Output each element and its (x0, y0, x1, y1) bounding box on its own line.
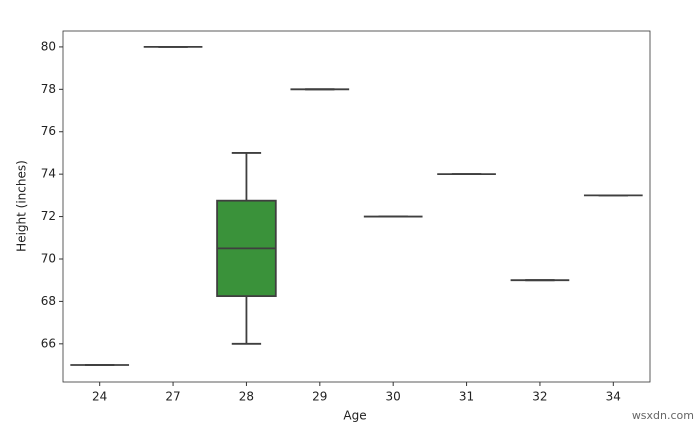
x-tick-label: 31 (459, 390, 474, 404)
y-tick-label: 68 (41, 294, 56, 308)
plot-frame (62, 30, 651, 383)
y-tick-label: 76 (41, 124, 56, 138)
y-tick-label: 72 (41, 209, 56, 223)
y-tick-label: 80 (41, 39, 56, 53)
x-tick-label: 34 (606, 390, 621, 404)
y-tick-label: 66 (41, 336, 56, 350)
y-tick-label: 78 (41, 82, 56, 96)
x-tick-label: 28 (239, 390, 254, 404)
y-tick-label: 74 (41, 167, 56, 181)
watermark: wsxdn.com (632, 409, 694, 422)
x-tick-label: 30 (386, 390, 401, 404)
x-tick-label: 32 (532, 390, 547, 404)
x-tick-label: 27 (165, 390, 180, 404)
x-tick-label: 24 (92, 390, 107, 404)
x-axis-label: Age (343, 409, 366, 423)
y-axis-label: Height (inches) (15, 160, 29, 252)
x-tick-label: 29 (312, 390, 327, 404)
y-tick-label: 70 (41, 251, 56, 265)
